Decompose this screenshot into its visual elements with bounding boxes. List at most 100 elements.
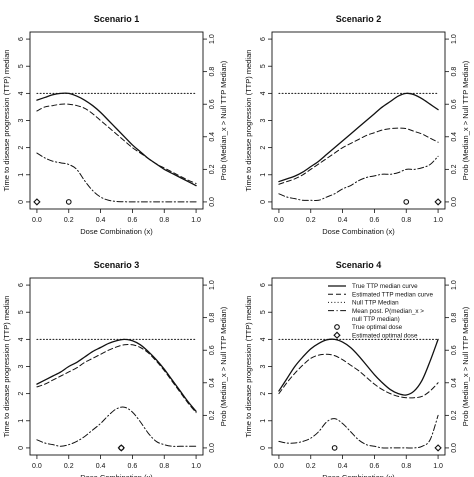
y-right-tick-label: 0.8 [209,313,216,323]
y-left-tick-label: 2 [18,146,25,150]
series-line-dashdot [278,414,439,449]
series-line-solid [36,92,197,187]
legend-label: True TTP median curve [352,283,418,290]
y-axis-label-left: Time to disease progression (TTP) median [244,50,253,192]
x-tick-label: 0.6 [128,463,138,470]
y-left-tick-label: 6 [260,37,267,41]
true-optimal-dose-marker [403,199,410,205]
series-line-solid [278,92,439,183]
y-right-tick-label: 1.0 [451,280,458,290]
series-line-dashed [36,343,197,414]
y-right-tick-label: 0.0 [209,443,216,453]
legend-label: True optimal dose [352,324,403,331]
x-tick-label: 0.6 [370,463,380,470]
x-tick-label: 0.2 [64,217,74,224]
y-left-tick-label: 6 [260,283,267,287]
x-tick-label: 0.0 [32,217,42,224]
estimated-optimal-dose-marker [434,444,442,452]
y-right-tick-label: 0.4 [451,378,458,388]
series-line-dashed [278,353,439,399]
x-axis-label: Dose Combination (x) [322,227,395,236]
panel-scenario-2: Scenario 2 0.0 0.2 0.4 0.6 0.8 1.0 0 1 2 3 4 5 6 0.0 0.… [244,14,470,236]
y-left-tick-label: 5 [18,310,25,314]
y-axis-label-left: Time to disease progression (TTP) median [2,296,11,438]
series-line-dashdot [36,152,197,203]
x-tick-label: 1.0 [191,463,201,470]
y-left-tick-label: 5 [18,64,25,68]
y-left-tick-label: 5 [260,310,267,314]
chart-title: Scenario 4 [336,260,382,270]
y-right-tick-label: 0.2 [209,410,216,420]
x-tick-label: 0.8 [159,217,169,224]
x-tick-label: 0.6 [370,217,380,224]
series-line-dashdot [36,406,197,447]
x-tick-label: 0.4 [96,217,106,224]
y-right-tick-label: 1.0 [209,280,216,290]
y-left-tick-label: 6 [18,283,25,287]
legend-circle-marker [334,324,340,330]
legend-diamond-marker [333,331,341,339]
y-left-tick-label: 3 [18,364,25,368]
x-tick-label: 0.8 [401,463,411,470]
y-left-tick-label: 4 [260,337,267,341]
chart-title: Scenario 2 [336,14,382,24]
y-right-tick-label: 0.6 [451,345,458,355]
x-axis-label: Dose Combination (x) [322,473,395,477]
y-left-tick-label: 3 [260,118,267,122]
x-tick-label: 0.4 [338,217,348,224]
x-tick-label: 0.2 [306,463,316,470]
y-left-tick-label: 0 [260,446,267,450]
y-left-tick-label: 1 [18,173,25,177]
x-tick-label: 0.4 [338,463,348,470]
plot-frame [29,277,204,456]
x-axis-label: Dose Combination (x) [80,227,153,236]
x-tick-label: 0.6 [128,217,138,224]
y-right-tick-label: 0.0 [209,197,216,207]
y-left-tick-label: 1 [18,419,25,423]
series-line-dashed [278,127,439,185]
plot-frame [271,31,446,210]
y-right-tick-label: 0.6 [209,345,216,355]
y-right-tick-label: 0.2 [451,410,458,420]
y-right-tick-label: 1.0 [209,34,216,44]
y-left-tick-label: 0 [260,200,267,204]
y-right-tick-label: 0.2 [451,164,458,174]
x-tick-label: 0.0 [274,463,284,470]
y-right-tick-label: 0.8 [451,313,458,323]
y-right-tick-label: 0.0 [451,443,458,453]
x-tick-label: 1.0 [433,463,443,470]
legend-label: Mean post. P(median_x > [352,308,424,315]
y-left-tick-label: 4 [18,337,25,341]
y-axis-label-left: Time to disease progression (TTP) median [2,50,11,192]
true-optimal-dose-marker [65,199,72,205]
estimated-optimal-dose-marker [434,198,442,206]
y-right-tick-label: 0.8 [451,67,458,77]
y-axis-label-right: Prob (Median_x > Null TTP Median) [461,306,470,426]
y-axis-label-right: Prob (Median_x > Null TTP Median) [461,60,470,180]
y-axis-label-right: Prob (Median_x > Null TTP Median) [219,60,228,180]
chart-title: Scenario 1 [94,14,140,24]
y-left-tick-label: 1 [260,419,267,423]
legend-label: Estimated TTP median curve [352,291,433,298]
y-left-tick-label: 0 [18,200,25,204]
x-tick-label: 0.2 [306,217,316,224]
y-left-tick-label: 0 [18,446,25,450]
panel-scenario-4: Scenario 4 0.0 0.2 0.4 0.6 0.8 1.0 0 1 2 3 4 5 6 0.0 0.… [244,260,470,477]
y-right-tick-label: 0.6 [451,99,458,109]
legend-label: Estimated optimal dose [352,332,418,339]
estimated-optimal-dose-marker [117,444,125,452]
x-tick-label: 0.8 [401,217,411,224]
y-left-tick-label: 6 [18,37,25,41]
y-right-tick-label: 0.2 [209,164,216,174]
series-line-solid [278,338,439,396]
estimated-optimal-dose-marker [33,198,41,206]
y-right-tick-label: 0.0 [451,197,458,207]
y-left-tick-label: 2 [260,146,267,150]
y-right-tick-label: 0.4 [209,132,216,142]
y-left-tick-label: 4 [260,91,267,95]
true-optimal-dose-marker [331,445,338,451]
x-tick-label: 0.2 [64,463,74,470]
x-tick-label: 1.0 [191,217,201,224]
